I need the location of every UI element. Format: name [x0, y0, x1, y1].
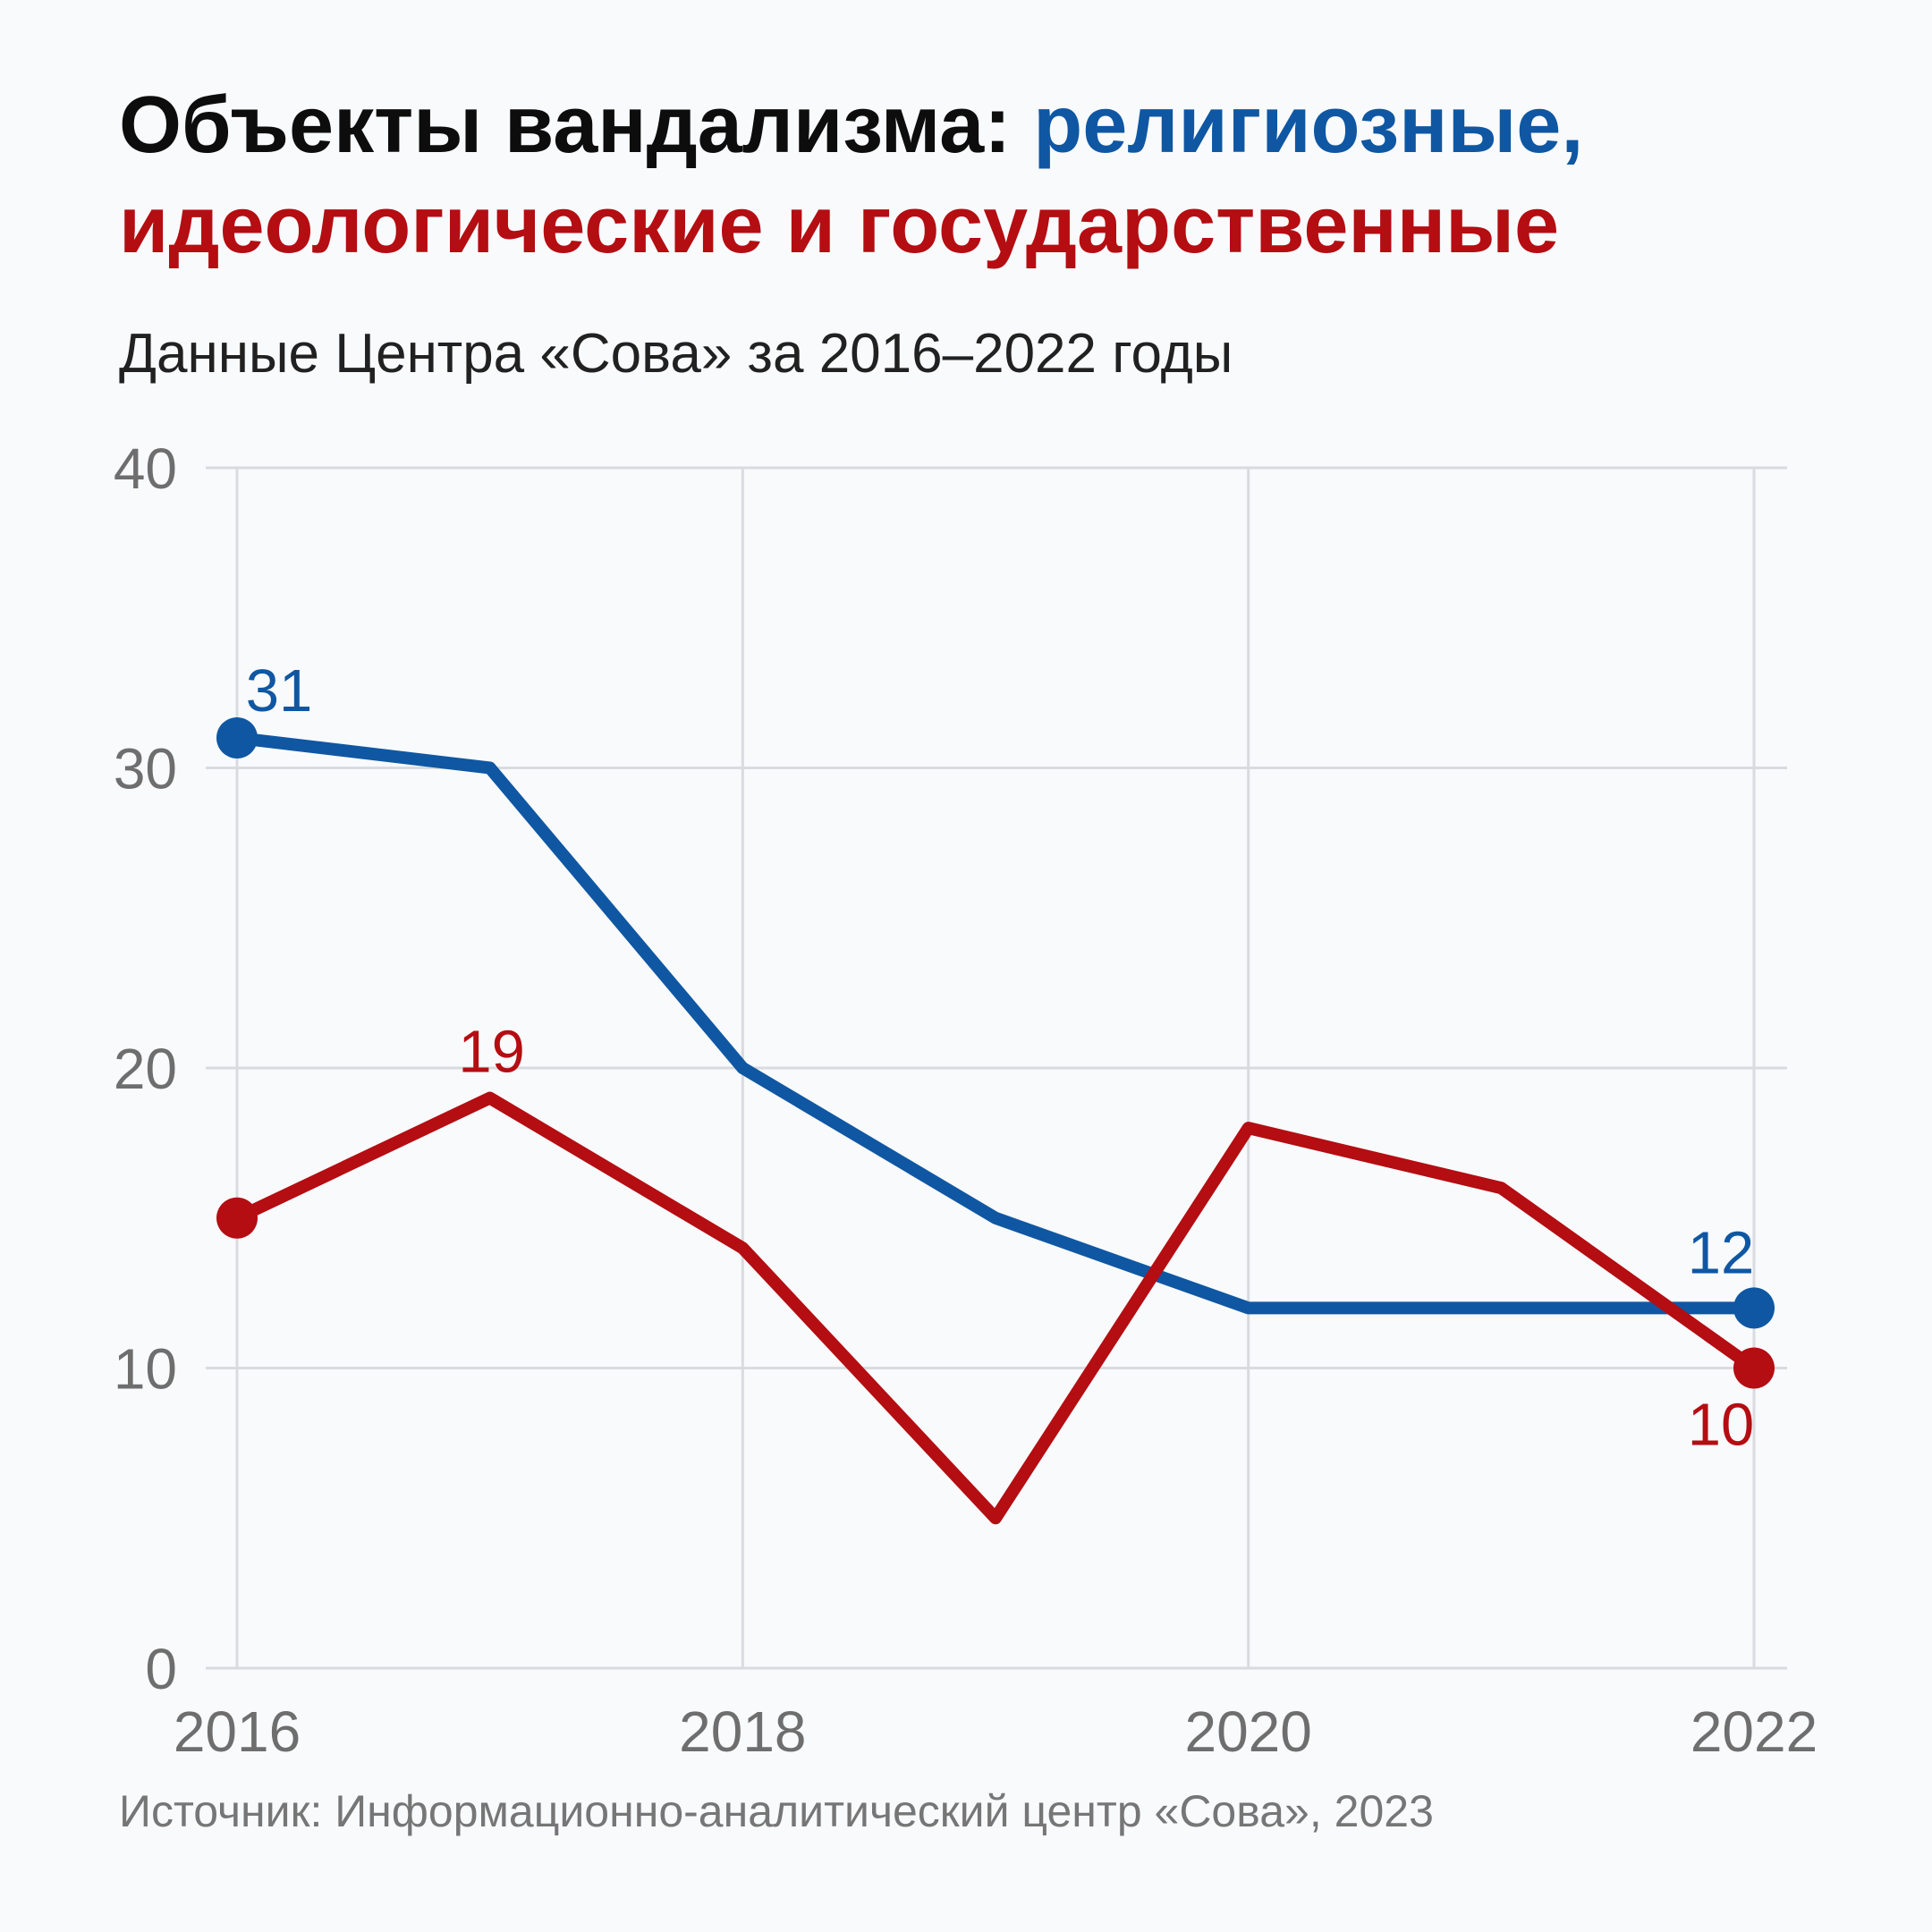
chart-title: Объекты вандализма: религиозные, идеолог…	[119, 75, 1583, 275]
chart-title-line-1: Объекты вандализма: религиозные,	[119, 75, 1583, 175]
y-tick-label-0: 0	[145, 1637, 177, 1701]
chart-title-line-2: идеологические и государственные	[119, 175, 1583, 275]
x-tick-label-2022: 2022	[1690, 1699, 1818, 1764]
title-part-religious: религиозные,	[1033, 80, 1584, 170]
y-tick-label-10: 10	[114, 1337, 177, 1402]
source-note: Источник: Информационно-аналитический це…	[119, 1786, 1434, 1836]
ideological-state-value-label-2017: 19	[458, 1019, 525, 1086]
chart-subtitle: Данные Центра «Сова» за 2016–2022 годы	[119, 323, 1233, 385]
y-tick-label-20: 20	[114, 1037, 177, 1101]
ideological-state-line	[233, 1091, 1758, 1525]
ideological-state-point-2022	[1733, 1347, 1775, 1389]
y-tick-label-40: 40	[114, 436, 177, 501]
title-part-black: Объекты вандализма:	[119, 80, 1034, 170]
x-tick-label-2020: 2020	[1184, 1699, 1311, 1764]
y-tick-label-30: 30	[114, 737, 177, 801]
religious-line	[236, 731, 1754, 1315]
ideological-state-point-2016	[216, 1197, 258, 1239]
ideological-state-value-label-2022: 10	[1688, 1392, 1755, 1459]
religious-value-label-2022: 12	[1688, 1219, 1755, 1286]
title-part-ideological-state: идеологические и государственные	[119, 181, 1560, 270]
x-tick-label-2018: 2018	[679, 1699, 806, 1764]
x-tick-label-2016: 2016	[174, 1699, 301, 1764]
religious-value-label-2016: 31	[246, 657, 313, 724]
religious-point-2022	[1733, 1287, 1775, 1329]
religious-point-2016	[216, 716, 258, 758]
